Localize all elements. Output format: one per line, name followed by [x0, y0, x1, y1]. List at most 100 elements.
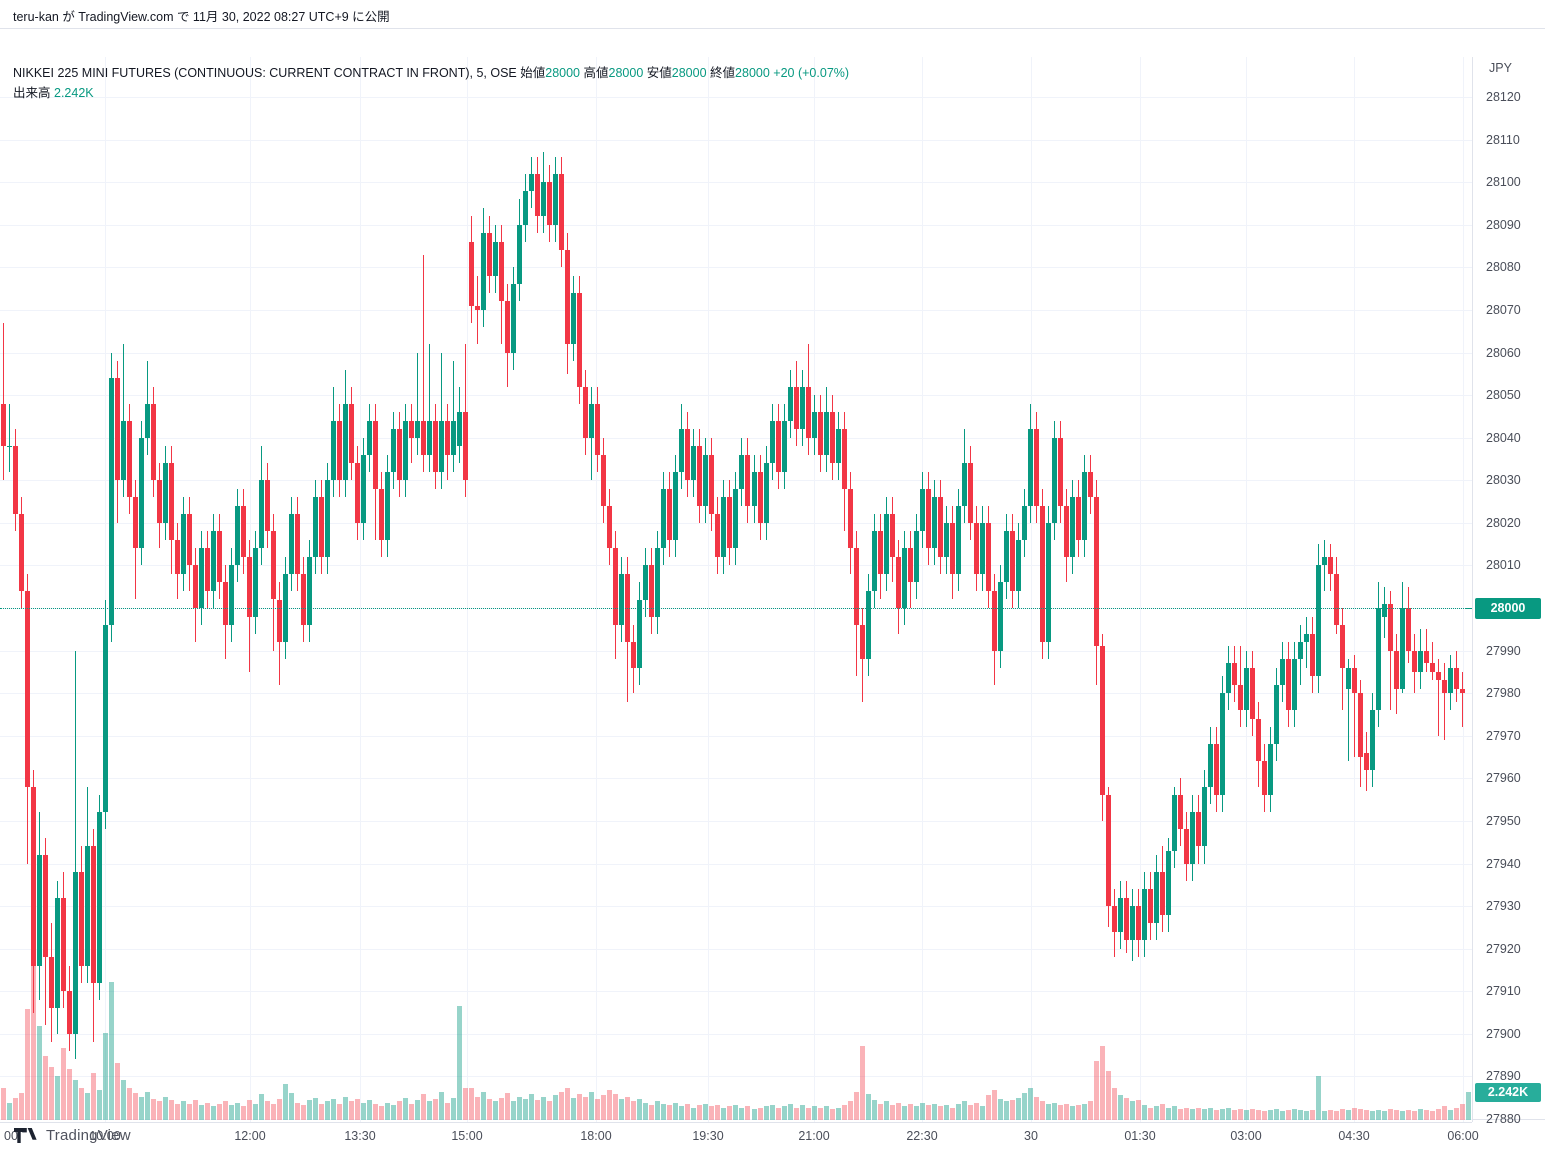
volume-bar — [318, 1103, 324, 1120]
volume-bar — [577, 1094, 583, 1120]
candle-body — [306, 556, 312, 626]
volume-bar — [895, 1102, 901, 1120]
volume-bar — [703, 1103, 709, 1120]
tradingview-brand-text[interactable]: TradingView — [46, 1127, 131, 1144]
v-gridline — [1031, 57, 1032, 1122]
h-gridline — [0, 352, 1472, 354]
volume-bar — [1172, 1106, 1178, 1120]
ohlc-low-value: 28000 — [671, 66, 707, 80]
v-gridline — [1246, 57, 1247, 1122]
volume-bar — [1178, 1108, 1184, 1120]
candle-body — [631, 642, 637, 668]
tradingview-logo-icon[interactable] — [14, 1128, 39, 1143]
candle-body — [979, 522, 985, 574]
volume-bar — [871, 1100, 877, 1120]
candle-body — [955, 505, 961, 574]
volume-bar — [793, 1107, 799, 1120]
volume-bar — [619, 1098, 625, 1120]
symbol-title[interactable]: NIKKEI 225 MINI FUTURES (CONTINUOUS: CUR… — [13, 66, 517, 80]
candle-body — [1358, 693, 1364, 758]
price-scale[interactable]: JPY 28000 2.242K 28120 28110 28100 28090 280… — [1472, 57, 1545, 1126]
volume-bar — [366, 1100, 372, 1120]
candle-body — [949, 522, 955, 574]
volume-bar — [132, 1092, 138, 1120]
candle-body — [757, 471, 763, 523]
ohlc-open-value: 28000 — [545, 66, 581, 80]
plot-area[interactable] — [0, 57, 1472, 1122]
candle-body — [445, 420, 451, 455]
volume-bar — [1442, 1106, 1448, 1120]
volume-readout-label[interactable]: 出来高 — [13, 86, 51, 100]
candle-body — [871, 531, 877, 591]
candle-body — [1304, 633, 1310, 643]
candle-body — [637, 599, 643, 668]
volume-bar — [144, 1091, 150, 1120]
volume-bar — [739, 1107, 745, 1120]
price-tick-label: 28120 — [1486, 90, 1521, 105]
candle-body — [613, 548, 619, 626]
price-tick-label: 28060 — [1486, 345, 1521, 360]
candle-body — [565, 250, 571, 344]
volume-bar — [1160, 1103, 1166, 1120]
candle-body — [505, 301, 511, 353]
volume-bar — [1364, 1110, 1370, 1120]
volume-bar — [60, 1048, 66, 1120]
candle-body — [1214, 744, 1220, 796]
volume-bar — [463, 1087, 469, 1120]
candle-wick — [1348, 659, 1350, 762]
h-gridline — [0, 1119, 1472, 1121]
candle-body — [1069, 497, 1075, 557]
candle-body — [126, 420, 132, 498]
price-tick-label: 28040 — [1486, 430, 1521, 445]
volume-bar — [529, 1094, 535, 1120]
volume-bar — [967, 1105, 973, 1120]
volume-bar — [48, 1066, 54, 1120]
volume-bar — [114, 1063, 120, 1120]
candle-body — [859, 625, 865, 660]
candle-wick — [1390, 590, 1392, 711]
candle-body — [829, 412, 835, 464]
volume-bar — [264, 1101, 270, 1120]
volume-bar — [198, 1105, 204, 1120]
volume-bar — [1202, 1108, 1208, 1120]
candle-body — [1136, 906, 1141, 941]
volume-bar — [1262, 1111, 1268, 1120]
volume-bar — [210, 1106, 216, 1120]
time-scale[interactable]: 00 10:00 12:00 13:30 15:00 18:00 19:30 21:00 22:… — [0, 1122, 1479, 1149]
candle-body — [697, 446, 703, 506]
candle-body — [745, 454, 751, 506]
candle-body — [1406, 608, 1412, 651]
candle-body — [649, 565, 655, 617]
volume-bar — [661, 1103, 667, 1120]
candle-body — [174, 539, 180, 574]
volume-bar — [1370, 1111, 1376, 1120]
volume-bar — [799, 1105, 805, 1120]
candle-body — [475, 305, 481, 310]
candle-body — [865, 590, 871, 660]
v-gridline — [1463, 57, 1464, 1122]
candle-body — [391, 429, 397, 472]
candle-wick — [1462, 671, 1464, 728]
candle-body — [6, 446, 12, 448]
candle-body — [96, 812, 102, 983]
volume-bar — [1298, 1110, 1304, 1120]
candle-body — [523, 190, 529, 225]
volume-bar — [234, 1102, 240, 1120]
h-gridline — [0, 863, 1472, 865]
volume-bar — [379, 1106, 384, 1120]
candle-body — [943, 522, 949, 557]
candle-wick — [74, 650, 76, 1060]
candle-body — [1454, 667, 1460, 689]
volume-bar — [66, 1069, 72, 1120]
h-gridline — [0, 565, 1472, 567]
candle-body — [168, 463, 174, 540]
volume-bar — [1274, 1108, 1280, 1120]
candle-body — [895, 556, 901, 609]
candle-wick — [441, 352, 443, 489]
volume-bar — [1436, 1108, 1442, 1120]
volume-bar — [511, 1101, 517, 1120]
price-tick-label: 27890 — [1486, 1069, 1521, 1084]
candle-body — [342, 403, 348, 481]
volume-bar — [607, 1090, 613, 1120]
candle-body — [210, 531, 216, 591]
